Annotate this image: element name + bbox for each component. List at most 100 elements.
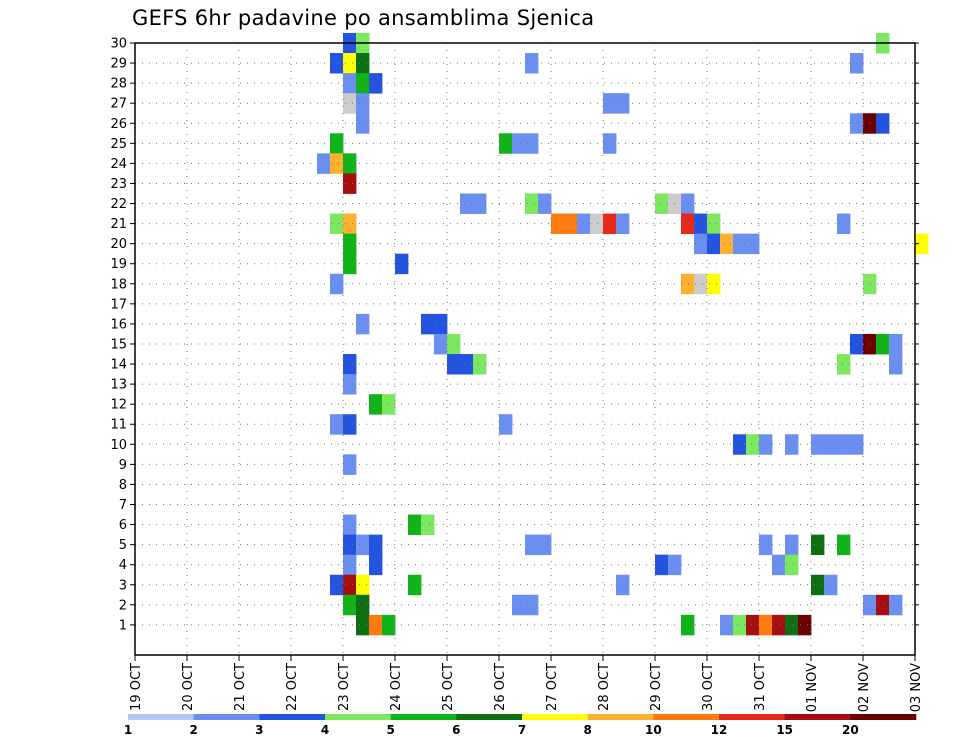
precip-cell [681, 614, 695, 636]
precip-cell [837, 213, 851, 235]
colorbar-swatch [259, 714, 326, 720]
precip-cell [681, 213, 695, 235]
precip-cell [785, 614, 799, 636]
y-tick-label: 14 [110, 358, 127, 373]
y-tick-label: 3 [119, 578, 127, 593]
precip-cell [473, 193, 487, 214]
x-tick-label: 24 OCT [389, 663, 404, 711]
precip-cell [356, 93, 370, 114]
precip-cell [564, 213, 578, 235]
precip-cell [603, 213, 617, 235]
precip-cell [694, 273, 708, 295]
precip-cell [863, 113, 877, 134]
precip-cell [707, 273, 721, 295]
y-tick-label: 23 [110, 177, 127, 192]
colorbar-label: 3 [255, 723, 263, 737]
precip-cell [837, 434, 851, 455]
y-tick-label: 7 [119, 498, 127, 513]
y-tick-label: 8 [119, 478, 127, 493]
colorbar-label: 4 [321, 723, 329, 737]
precip-cell [382, 614, 396, 636]
precip-cell [343, 554, 357, 576]
precip-cell [369, 534, 383, 556]
plot-frame [134, 42, 916, 656]
colorbar-swatch [784, 714, 851, 720]
precip-cell [408, 574, 422, 596]
y-tick-label: 18 [110, 277, 127, 292]
precip-cell [811, 574, 825, 596]
precip-cell [343, 213, 357, 235]
x-tick-label: 01 NOV [805, 663, 820, 712]
precip-cell [343, 233, 357, 255]
precip-cell [733, 233, 747, 255]
precip-cell [356, 614, 370, 636]
precip-cell [408, 514, 422, 536]
y-tick-label: 15 [110, 337, 127, 352]
x-tick-label: 23 OCT [337, 663, 352, 711]
precip-cell [785, 434, 799, 455]
precip-cell [590, 213, 604, 235]
precip-cell [421, 313, 435, 335]
colorbar-swatch [128, 714, 194, 720]
y-tick-label: 27 [110, 97, 127, 112]
precip-cell [746, 434, 760, 455]
precip-cell [356, 534, 370, 556]
colorbar-label: 20 [842, 723, 859, 737]
x-tick-label: 21 OCT [233, 663, 248, 711]
precip-cell [343, 414, 357, 435]
precip-cell [876, 594, 890, 616]
precip-cell [525, 594, 539, 616]
x-tick-label: 31 OCT [753, 663, 768, 711]
precip-cell [538, 193, 552, 214]
y-tick-label: 25 [110, 137, 127, 152]
colorbar-label: 10 [645, 723, 662, 737]
colorbar-label: 7 [518, 723, 526, 737]
precip-cell [889, 354, 903, 375]
y-tick-label: 4 [119, 558, 127, 573]
precip-cell [811, 534, 825, 556]
precip-cell [330, 153, 344, 174]
chart-title: GEFS 6hr padavine po ansamblima Sjenica [132, 6, 595, 30]
precip-cell [772, 554, 786, 576]
colorbar-label: 2 [189, 723, 197, 737]
colorbar-swatch [653, 714, 720, 720]
precip-cell [356, 313, 370, 335]
precip-cell [538, 534, 552, 556]
y-tick-label: 22 [110, 197, 127, 212]
colorbar-label: 12 [711, 723, 728, 737]
precip-cell [915, 233, 929, 255]
precip-cell [785, 534, 799, 556]
precip-cell [785, 554, 799, 576]
colorbar-label: 6 [452, 723, 460, 737]
precip-cell [343, 454, 357, 475]
precip-cell [343, 53, 357, 74]
cells-layer [317, 32, 929, 636]
precip-cell [681, 273, 695, 295]
colorbar-swatch [719, 714, 785, 720]
precip-cell [512, 594, 526, 616]
colorbar-swatch [522, 714, 588, 720]
precip-cell [330, 414, 344, 435]
precip-cell [512, 133, 526, 154]
y-tick-label: 13 [110, 378, 127, 393]
precip-cell [369, 554, 383, 576]
precip-cell [330, 133, 344, 154]
precip-cell [343, 73, 357, 94]
precip-cell [499, 414, 513, 435]
precip-cell [876, 333, 890, 355]
x-tick-label: 19 OCT [129, 663, 144, 711]
precip-cell [603, 93, 617, 114]
precip-cell [655, 193, 669, 214]
x-tick-label: 26 OCT [493, 663, 508, 711]
colorbar-swatch [325, 714, 391, 720]
y-tick-label: 6 [119, 518, 127, 533]
precip-cell [343, 253, 357, 275]
precip-cell [720, 233, 734, 255]
precip-cell [499, 133, 513, 154]
precip-cell [434, 313, 448, 335]
precip-cell [317, 153, 331, 174]
y-tick-label: 17 [110, 297, 127, 312]
precip-cell [525, 53, 539, 74]
precip-cell [525, 133, 539, 154]
